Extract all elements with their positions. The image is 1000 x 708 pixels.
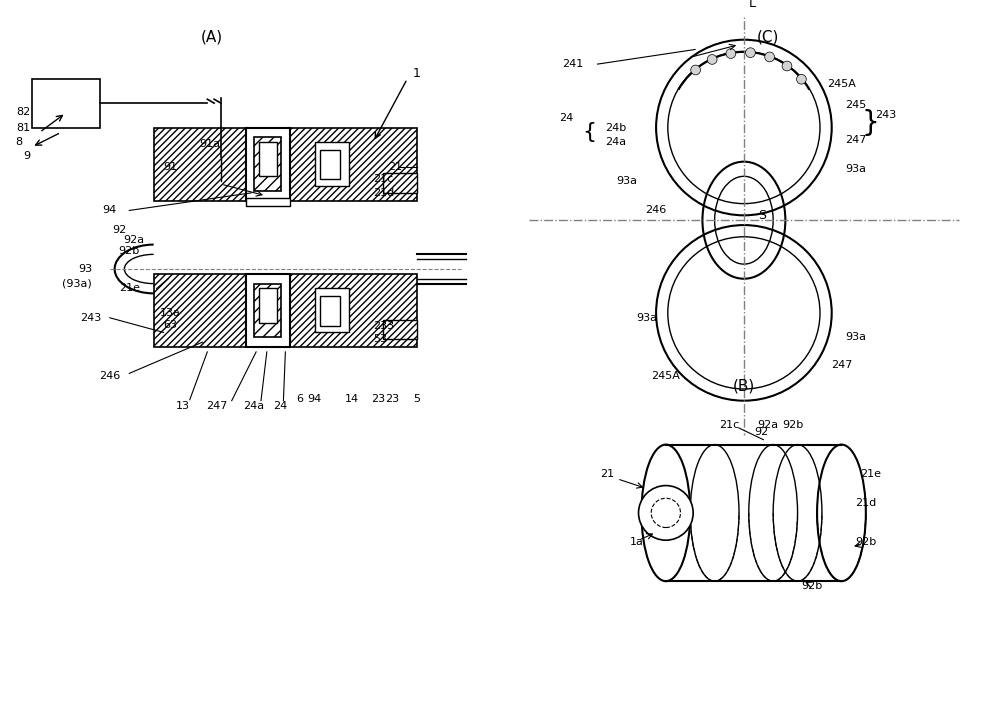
Text: 247: 247	[206, 401, 228, 411]
Text: (A): (A)	[201, 29, 223, 45]
Text: 247: 247	[845, 135, 867, 145]
Bar	[315, 142, 349, 186]
Circle shape	[765, 52, 774, 62]
Circle shape	[782, 61, 792, 71]
Text: 91: 91	[163, 161, 177, 171]
Text: S: S	[759, 209, 767, 222]
Text: }: }	[862, 108, 880, 137]
Bar	[320, 150, 340, 179]
Bar	[154, 127, 246, 200]
Bar	[246, 127, 290, 200]
Bar	[259, 288, 277, 323]
Text: 21c: 21c	[373, 174, 393, 184]
Text: (B): (B)	[733, 379, 755, 394]
Text: 92a: 92a	[124, 235, 145, 245]
Text: 23: 23	[386, 394, 400, 404]
Text: 243: 243	[875, 110, 896, 120]
Text: 92b: 92b	[119, 246, 140, 256]
Text: 53: 53	[373, 334, 387, 344]
Circle shape	[726, 49, 736, 59]
Text: 21: 21	[388, 161, 402, 171]
Text: 21: 21	[600, 469, 614, 479]
Bar	[383, 173, 417, 193]
Text: 24: 24	[273, 401, 288, 411]
Circle shape	[707, 55, 717, 64]
Text: {: {	[583, 122, 597, 142]
Text: 91a: 91a	[199, 139, 220, 149]
Bar	[315, 288, 349, 332]
Text: 9: 9	[24, 151, 31, 161]
Text: 13: 13	[176, 401, 190, 411]
Text: 24a: 24a	[244, 401, 265, 411]
Text: 8: 8	[15, 137, 22, 147]
Bar	[254, 137, 281, 191]
Text: 92b: 92b	[782, 420, 803, 430]
Bar	[254, 284, 281, 337]
Text: 93a: 93a	[846, 332, 867, 342]
Text: 92: 92	[112, 225, 127, 235]
Bar	[246, 198, 290, 205]
Circle shape	[746, 48, 755, 57]
Text: 21c: 21c	[719, 420, 739, 430]
Bar	[320, 297, 340, 326]
Bar	[383, 320, 417, 339]
Bar	[246, 274, 290, 347]
Text: 24: 24	[559, 113, 573, 122]
Text: 246: 246	[645, 205, 667, 215]
Text: 92b: 92b	[855, 537, 876, 547]
Text: 92a: 92a	[758, 420, 779, 430]
Text: 21e: 21e	[860, 469, 881, 479]
Text: 94: 94	[103, 205, 117, 215]
Circle shape	[691, 65, 700, 75]
Text: 93a: 93a	[636, 313, 657, 323]
Text: 1: 1	[413, 67, 421, 81]
Text: 92: 92	[754, 427, 769, 437]
Text: 93a: 93a	[616, 176, 637, 186]
Bar	[32, 79, 100, 127]
Text: 81: 81	[17, 122, 31, 132]
Text: 247: 247	[831, 360, 852, 370]
Text: 243: 243	[80, 313, 101, 323]
Text: (93a): (93a)	[62, 279, 92, 289]
Text: 24b: 24b	[605, 122, 627, 132]
Bar	[290, 274, 417, 347]
Text: 245A: 245A	[827, 79, 856, 88]
Text: 21d: 21d	[373, 188, 394, 198]
Text: 233: 233	[373, 321, 394, 331]
Text: 92b: 92b	[802, 581, 823, 591]
Text: 21e: 21e	[119, 283, 140, 294]
Circle shape	[797, 74, 806, 84]
Text: 5: 5	[414, 394, 421, 404]
Text: 14: 14	[345, 394, 359, 404]
Text: (C): (C)	[757, 29, 779, 45]
Text: 24a: 24a	[605, 137, 626, 147]
Text: 82: 82	[16, 107, 31, 117]
Text: 93a: 93a	[846, 164, 867, 174]
Text: 245A: 245A	[651, 371, 680, 382]
Bar	[259, 142, 277, 176]
Text: L: L	[749, 0, 756, 10]
Circle shape	[639, 486, 693, 540]
Text: 23: 23	[371, 394, 385, 404]
Text: 6: 6	[297, 394, 304, 404]
Text: 241: 241	[562, 59, 583, 69]
Text: 245: 245	[845, 100, 867, 110]
Text: 93: 93	[78, 264, 92, 274]
Text: 21d: 21d	[855, 498, 876, 508]
Text: 63: 63	[163, 319, 177, 330]
Text: 94: 94	[308, 394, 322, 404]
Bar	[290, 127, 417, 200]
Bar	[154, 274, 246, 347]
Text: 13a: 13a	[160, 308, 181, 318]
Text: 246: 246	[99, 371, 120, 382]
Text: 1a: 1a	[630, 537, 644, 547]
